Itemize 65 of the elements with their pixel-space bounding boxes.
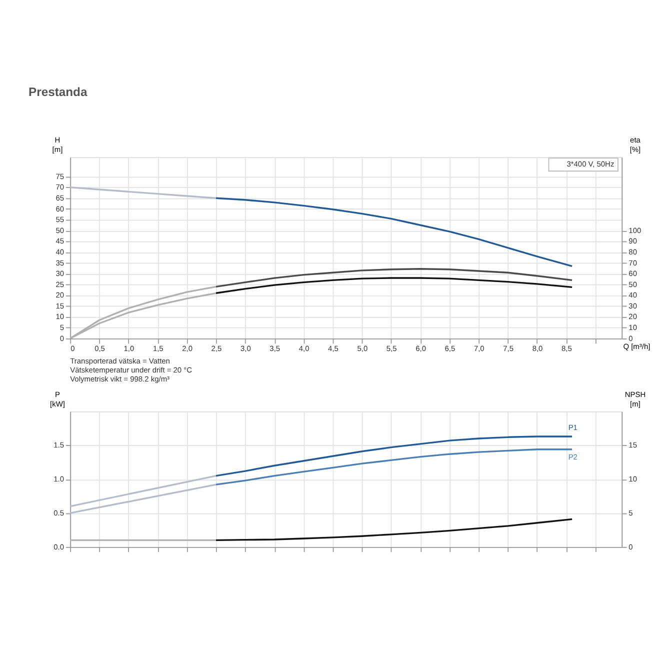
x-tick-label: 7,5 xyxy=(503,344,514,354)
y-tick-label: 30 xyxy=(56,269,64,278)
y-tick-label: 5 xyxy=(60,323,64,332)
y-tick-label: 45 xyxy=(56,236,64,246)
text: Vätsketemperatur under drift = 20 °C xyxy=(70,366,193,375)
y-tick-label: 1.0 xyxy=(54,474,64,484)
y2-tick-label: 0 xyxy=(628,542,633,552)
y-tick-label: 0 xyxy=(60,334,64,343)
x-tick-label: 4,5 xyxy=(328,344,338,354)
x-axis-title: Q [m³/h] xyxy=(623,342,650,352)
x-tick-label: 8,0 xyxy=(532,344,543,354)
y-tick-label: 0.5 xyxy=(54,508,64,518)
y2-tick-label: 60 xyxy=(628,269,637,278)
y-tick-label: 15 xyxy=(56,301,64,310)
y2-axis-title: eta [%] xyxy=(630,136,642,154)
x-tick-label: 3,5 xyxy=(270,344,280,354)
x-tick-label: 1,5 xyxy=(152,344,164,354)
y-tick-label: 35 xyxy=(56,258,64,268)
y-tick-label: 0.0 xyxy=(54,542,64,552)
y2-tick-label: 10 xyxy=(628,323,637,332)
x-tick-label: 2,0 xyxy=(182,344,193,354)
y-tick-label: 10 xyxy=(56,312,64,322)
y2-tick-label: 30 xyxy=(628,301,637,310)
x-tick-label: 3,0 xyxy=(240,344,251,354)
y-tick-label: 20 xyxy=(56,290,64,300)
x-tick-label: 8,5 xyxy=(561,344,572,354)
y-tick-label: 60 xyxy=(56,204,64,214)
y2-tick-label: 0 xyxy=(628,334,633,343)
y-tick-label: 25 xyxy=(56,280,64,289)
x-tick-label: 6,0 xyxy=(416,344,426,354)
y2-tick-label: 10 xyxy=(628,474,637,484)
x-tick-label: 4,0 xyxy=(298,344,310,354)
x-tick-label: 6,5 xyxy=(444,344,456,354)
y2-tick-label: 90 xyxy=(628,236,637,246)
y2-tick-label: 5 xyxy=(628,508,633,518)
y-axis-title: P [kW] xyxy=(50,390,65,408)
y2-tick-label: 40 xyxy=(628,290,637,300)
y2-tick-label: 80 xyxy=(628,247,637,256)
x-tick-label: 1,0 xyxy=(124,344,134,354)
x-tick-label: 7,0 xyxy=(474,344,484,354)
y-tick-label: 70 xyxy=(56,182,64,192)
x-tick-label: 5,5 xyxy=(386,344,397,354)
text: Volymetrisk vikt = 998.2 kg/m³ xyxy=(70,374,170,384)
x-tick-label: 2,5 xyxy=(211,344,222,354)
legend-title: 3*400 V, 50Hz xyxy=(566,159,614,168)
y-tick-label: 55 xyxy=(56,215,64,224)
y2-tick-label: 100 xyxy=(628,226,642,235)
series-label: P1 xyxy=(568,422,578,432)
y-tick-label: 40 xyxy=(56,247,64,256)
y-axis-title: H [m] xyxy=(52,136,63,154)
y-tick-label: 1.5 xyxy=(54,440,64,450)
y-tick-label: 75 xyxy=(56,172,64,181)
y-tick-label: 65 xyxy=(56,193,64,202)
y2-axis-title: NPSH [m] xyxy=(624,390,646,408)
x-tick-label: 0,5 xyxy=(94,344,105,354)
x-tick-label: 5,0 xyxy=(357,344,368,354)
y2-tick-label: 70 xyxy=(628,258,637,268)
text: Transporterad vätska = Vatten xyxy=(70,356,170,366)
y2-tick-label: 20 xyxy=(628,312,637,322)
y-tick-label: 50 xyxy=(56,226,64,235)
chart-title: Prestanda xyxy=(28,84,88,99)
series-label: P2 xyxy=(568,452,578,462)
x-tick-label: 0 xyxy=(70,344,75,354)
y2-tick-label: 15 xyxy=(628,440,637,450)
y2-tick-label: 50 xyxy=(628,280,637,289)
